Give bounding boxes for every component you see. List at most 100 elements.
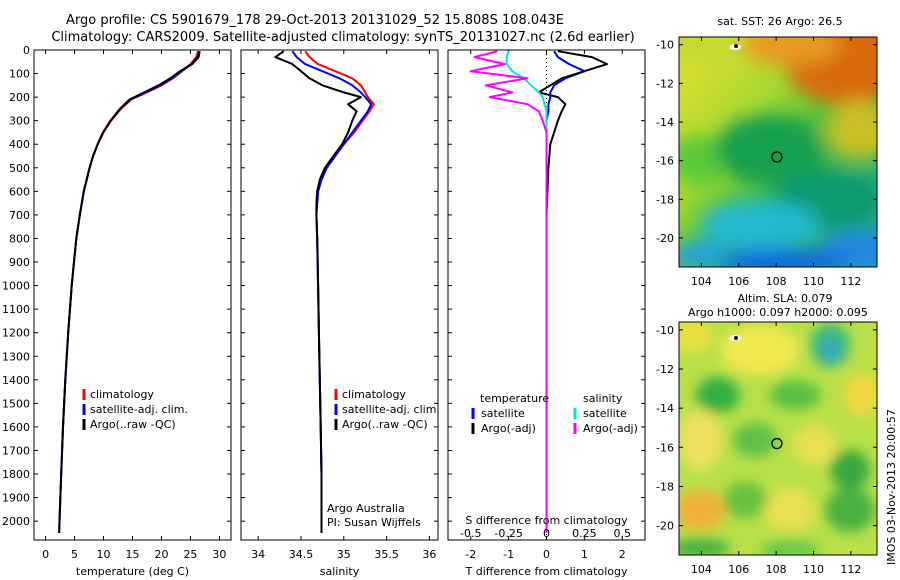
y-tick-label: 2000: [2, 515, 30, 528]
y-tick-label: 800: [9, 232, 30, 245]
x-tick-label: 34.5: [289, 548, 314, 561]
sla-argo-position-marker: [771, 437, 783, 450]
x-tick-label: 30: [212, 548, 226, 561]
x-tick-label-top: 0: [543, 527, 550, 540]
y-tick-label: 0: [23, 44, 30, 57]
y-tick-label: 1600: [2, 421, 30, 434]
map-y-tick-label: -10: [656, 39, 674, 52]
map-y-tick-label: -14: [656, 116, 674, 129]
y-tick-label: 500: [9, 162, 30, 175]
map-y-tick-label: -10: [656, 324, 674, 337]
x-tick-label: 15: [126, 548, 140, 561]
map-x-tick-label: 106: [728, 563, 749, 576]
map-y-tick-label: -14: [656, 402, 674, 415]
sst-map-title: sat. SST: 26 Argo: 26.5: [717, 15, 842, 28]
y-tick-label: 1000: [2, 280, 30, 293]
x-tick-label: 25: [183, 548, 197, 561]
temperature-profile-frame: [33, 49, 232, 541]
map-y-tick-label: -18: [656, 480, 674, 493]
sla-map-panel: Altim. SLA: 0.079 Argo h1000: 0.097 h200…: [656, 292, 878, 576]
difference-profile: -2 -1 0 1 2 T difference from climatology temp…: [447, 49, 646, 578]
x-tick-label: 5: [71, 548, 78, 561]
map-y-tick-label: -18: [656, 193, 674, 206]
sla-map-axes: 104 106 108 110 112 -10 -12 -14 -16 -18 -20: [656, 322, 877, 576]
sla-map-title-line2: Argo h1000: 0.097 h2000: 0.095: [688, 306, 868, 319]
y-tick-label: 100: [9, 68, 30, 81]
legend-label: climatology: [342, 388, 406, 401]
x-tick-label: 1: [581, 548, 588, 561]
map-y-tick-label: -12: [656, 363, 674, 376]
figure-title-line2: Climatology: CARS2009. Satellite-adjuste…: [51, 30, 634, 45]
x-tick-label: -2: [465, 548, 476, 561]
x-tick-label-top: 0.5: [614, 527, 632, 540]
y-tick-label: 1300: [2, 350, 30, 363]
annotation-argo-australia: Argo Australia: [327, 502, 405, 515]
y-tick-label: 1700: [2, 444, 30, 457]
map-x-tick-label: 112: [840, 563, 861, 576]
map-y-tick-label: -20: [656, 520, 674, 533]
y-tick-label: 1200: [2, 327, 30, 340]
series-line-argo-raw-qc-: [274, 50, 362, 533]
salinity-profile-xlabel: salinity: [320, 565, 360, 578]
map-x-tick-label: 112: [840, 275, 861, 288]
annotation-pi: PI: Susan Wijffels: [327, 516, 421, 529]
y-tick-label: 900: [9, 256, 30, 269]
map-y-tick-label: -16: [656, 441, 674, 454]
map-y-tick-label: -16: [656, 155, 674, 168]
map-x-tick-label: 106: [728, 275, 749, 288]
map-x-tick-label: 110: [803, 563, 824, 576]
legend-label: satellite-adj. clim.: [90, 403, 188, 416]
x-tick-label-top: -0.25: [494, 527, 522, 540]
sst-map-field: [679, 37, 877, 267]
temperature-profile: 0100200300400500600700800900100011001200…: [2, 44, 232, 578]
x-tick-label: 36: [422, 548, 436, 561]
profile-panels: 0100200300400500600700800900100011001200…: [2, 44, 646, 578]
legend-label: satellite: [481, 407, 525, 420]
temperature-profile-xlabel: temperature (deg C): [76, 565, 189, 578]
legend-header-temperature: temperature: [480, 392, 549, 405]
y-tick-label: 1800: [2, 468, 30, 481]
map-y-tick-label: -20: [656, 232, 674, 245]
y-tick-label: 600: [9, 185, 30, 198]
x-tick-label: 35: [337, 548, 351, 561]
sst-map-axes: 104 106 108 110 112 -10 -12 -14 -16 -18 -20: [656, 37, 877, 288]
x-tick-label-top: 0.25: [572, 527, 597, 540]
sla-map-title-line1: Altim. SLA: 0.079: [737, 292, 832, 305]
x-tick-label: 20: [154, 548, 168, 561]
y-tick-label: 1400: [2, 374, 30, 387]
salinity-profile: 34 34.5 35 35.5 36 salinity climatology satelli…: [240, 49, 440, 578]
legend-label: Argo(-adj): [481, 422, 536, 435]
x-tick-label: 34: [251, 548, 265, 561]
y-tick-label: 700: [9, 209, 30, 222]
series-line-salinity-argo-adj-: [469, 50, 548, 533]
series-line-argo-raw-qc-: [58, 51, 201, 533]
legend-label: Argo(..raw -QC): [342, 418, 428, 431]
difference-profile-xlabel: T difference from climatology: [465, 565, 628, 578]
x-tick-label: -1: [503, 548, 514, 561]
x-tick-label: 0: [42, 548, 49, 561]
sst-map-panel: sat. SST: 26 Argo: 26.5 104 106 108 110 112 -…: [656, 15, 878, 288]
y-tick-label: 300: [9, 115, 30, 128]
legend-label: satellite-adj. clim.: [342, 403, 440, 416]
legend-label: climatology: [90, 388, 154, 401]
legend-label: satellite: [583, 407, 627, 420]
sst-argo-position-marker: [771, 151, 783, 163]
map-y-tick-label: -12: [656, 77, 674, 90]
xlabel-top-salinity-difference: S difference from climatology: [465, 514, 628, 527]
x-tick-label: 35.5: [374, 548, 399, 561]
map-x-tick-label: 108: [766, 563, 787, 576]
map-x-tick-label: 104: [691, 563, 712, 576]
y-tick-label: 200: [9, 91, 30, 104]
x-tick-label: 2: [619, 548, 626, 561]
legend-header-salinity: salinity: [583, 392, 623, 405]
x-tick-label: 10: [97, 548, 111, 561]
salinity-profile-frame: [240, 49, 439, 541]
sla-map-field: [679, 322, 877, 555]
imos-timestamp: IMOS 03-Nov-2013 20:00:57: [885, 409, 898, 565]
x-tick-label: 0: [543, 548, 550, 561]
y-tick-label: 400: [9, 138, 30, 151]
legend-label: Argo(..raw -QC): [90, 418, 176, 431]
legend-label: Argo(-adj): [583, 422, 638, 435]
y-tick-label: 1900: [2, 492, 30, 505]
